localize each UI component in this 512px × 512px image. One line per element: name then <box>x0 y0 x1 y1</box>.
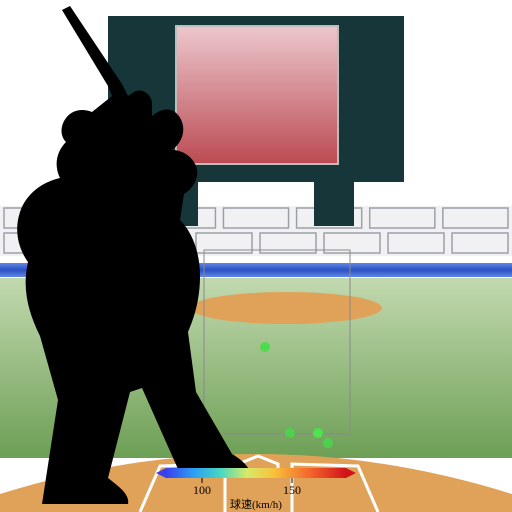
legend-title: 球速(km/h) <box>230 497 282 511</box>
pitch-marker <box>313 428 323 438</box>
pitch-marker <box>285 428 295 438</box>
pitch-marker <box>260 342 270 352</box>
pitch-marker <box>323 438 333 448</box>
legend-tick: 150 <box>283 483 301 497</box>
infield-dirt <box>190 292 382 324</box>
legend-tick: 100 <box>193 483 211 497</box>
pitch-location-chart: 100 150 球速(km/h) <box>0 0 512 512</box>
